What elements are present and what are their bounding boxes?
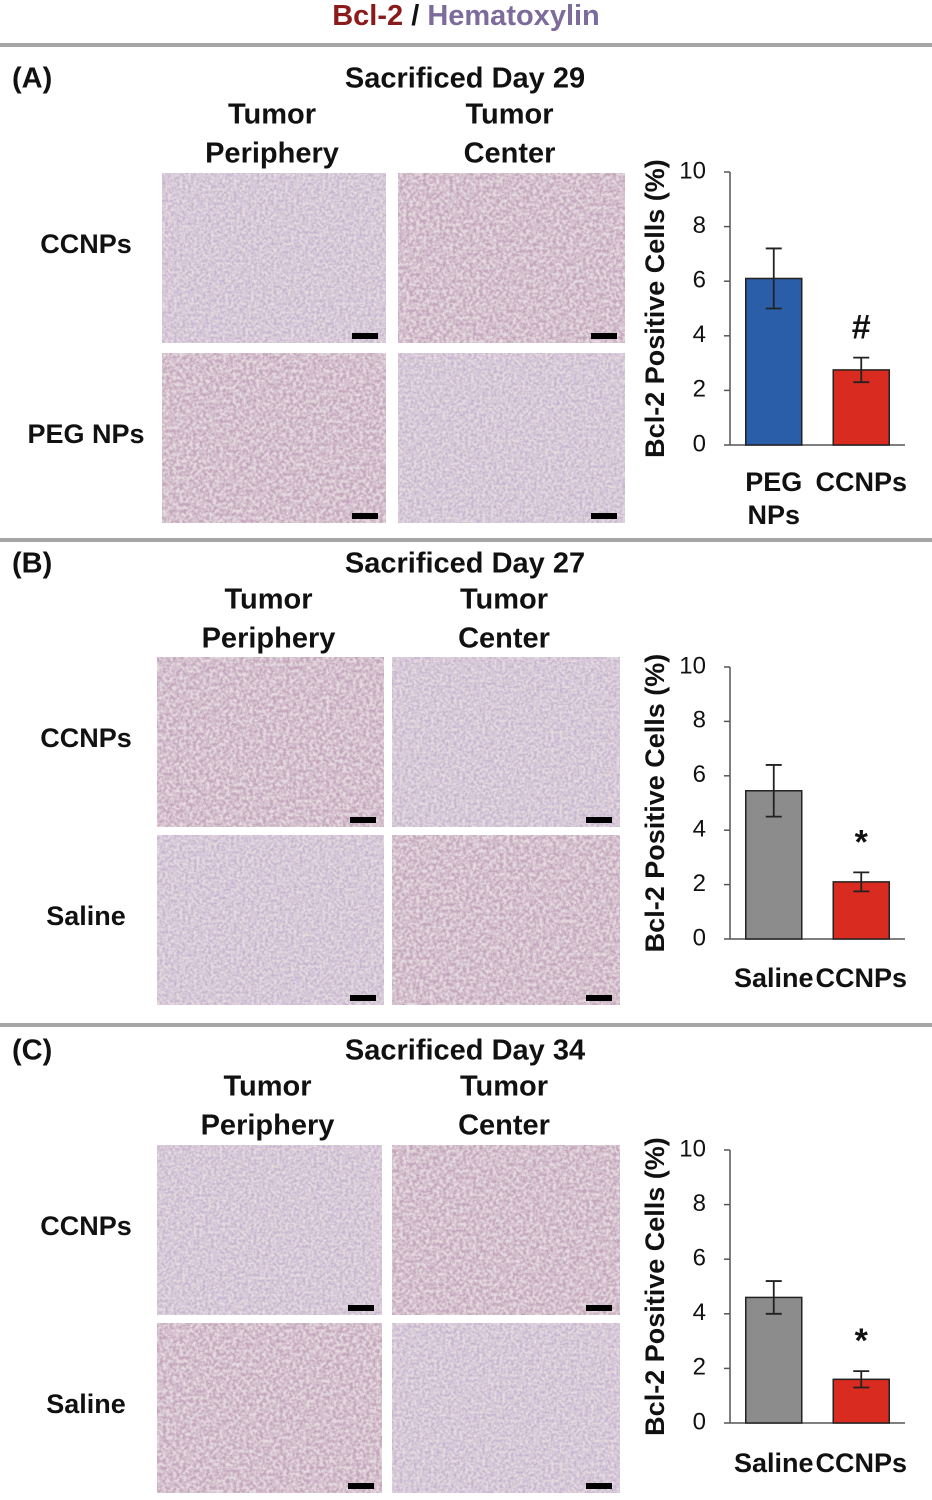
column-label: Tumor (465, 99, 553, 131)
micrograph (392, 835, 620, 1005)
y-tick-label: 8 (693, 212, 706, 239)
micrograph (162, 173, 386, 343)
y-axis-title: Bcl-2 Positive Cells (%) (640, 654, 670, 953)
counterstain-label: Hematoxylin (427, 0, 599, 32)
separator: / (411, 0, 419, 32)
figure-title: Bcl-2 / Hematoxylin (332, 0, 600, 32)
x-tick-label: PEG NPs (745, 467, 802, 530)
scale-bar (591, 513, 617, 519)
x-tick-label: CCNPs (815, 467, 907, 497)
y-axis-title: Bcl-2 Positive Cells (%) (640, 159, 670, 458)
scale-bar (586, 1305, 612, 1311)
y-tick-label: 0 (693, 924, 706, 951)
significance-marker: # (852, 309, 871, 347)
y-tick-label: 6 (693, 1245, 706, 1272)
y-tick-label: 8 (693, 1190, 706, 1217)
y-axis-title: Bcl-2 Positive Cells (%) (640, 1137, 670, 1436)
column-label: Center (458, 1110, 550, 1142)
scale-bar (348, 1305, 374, 1311)
column-label: Tumor (228, 99, 316, 131)
micrograph (157, 1323, 382, 1493)
panel-label: (A) (12, 63, 52, 95)
y-tick-label: 8 (693, 707, 706, 734)
error-bar (853, 356, 870, 384)
y-tick-label: 0 (693, 430, 706, 457)
bar (745, 1296, 803, 1424)
error-bar (765, 764, 782, 818)
x-tick-label: CCNPs (815, 1448, 907, 1478)
scale-bar (350, 817, 376, 823)
panel-label: (B) (12, 548, 52, 580)
y-tick-label: 6 (693, 267, 706, 294)
y-tick-label: 2 (693, 870, 706, 897)
y-tick-label: 2 (693, 376, 706, 403)
y-tick-label: 10 (679, 157, 706, 184)
scale-bar (586, 817, 612, 823)
y-tick-label: 0 (693, 1408, 706, 1435)
x-tick-label: CCNPs (815, 963, 907, 993)
micrograph (398, 353, 625, 523)
error-bar (853, 1370, 870, 1389)
micrograph (157, 835, 384, 1005)
y-tick-label: 4 (693, 1299, 706, 1326)
column-label: Tumor (224, 584, 312, 616)
column-label: Tumor (223, 1071, 311, 1103)
scale-bar (591, 333, 617, 339)
column-label: Periphery (201, 1110, 335, 1142)
column-label: Tumor (460, 1071, 548, 1103)
micrograph (392, 1323, 620, 1493)
scale-bar (586, 1483, 612, 1489)
significance-marker: * (855, 823, 869, 861)
scale-bar (348, 1483, 374, 1489)
column-label: Center (464, 138, 556, 170)
separator-line (0, 43, 932, 47)
row-label: CCNPs (40, 229, 132, 259)
row-label: Saline (46, 901, 126, 931)
separator-line (0, 1023, 932, 1027)
column-label: Periphery (202, 623, 336, 655)
y-tick-label: 6 (693, 761, 706, 788)
error-bar (765, 247, 782, 310)
panel-title: Sacrificed Day 29 (345, 63, 585, 95)
y-tick-label: 10 (679, 1135, 706, 1162)
micrograph (162, 353, 386, 523)
y-tick-label: 4 (693, 321, 706, 348)
scale-bar (352, 513, 378, 519)
error-bar (853, 871, 870, 893)
x-tick-label: Saline (734, 1448, 814, 1478)
row-label: CCNPs (40, 723, 132, 753)
row-label: PEG NPs (27, 419, 144, 449)
column-label: Center (458, 623, 550, 655)
error-bar (765, 1280, 782, 1315)
y-tick-label: 2 (693, 1354, 706, 1381)
micrograph (392, 657, 620, 827)
scale-bar (350, 995, 376, 1001)
separator-line (0, 538, 932, 542)
micrograph (392, 1145, 620, 1315)
scale-bar (352, 333, 378, 339)
column-label: Tumor (460, 584, 548, 616)
panel-label: (C) (12, 1035, 52, 1067)
row-label: Saline (46, 1389, 126, 1419)
micrograph (398, 173, 625, 343)
stain-label: Bcl-2 (332, 0, 403, 32)
panel-title: Sacrificed Day 34 (345, 1035, 585, 1067)
y-tick-label: 10 (679, 652, 706, 679)
y-tick-label: 4 (693, 816, 706, 843)
x-tick-label: Saline (734, 963, 814, 993)
row-label: CCNPs (40, 1211, 132, 1241)
panel-title: Sacrificed Day 27 (345, 548, 585, 580)
micrograph (157, 1145, 382, 1315)
micrograph (157, 657, 384, 827)
significance-marker: * (855, 1322, 869, 1360)
scale-bar (586, 995, 612, 1001)
column-label: Periphery (205, 138, 339, 170)
